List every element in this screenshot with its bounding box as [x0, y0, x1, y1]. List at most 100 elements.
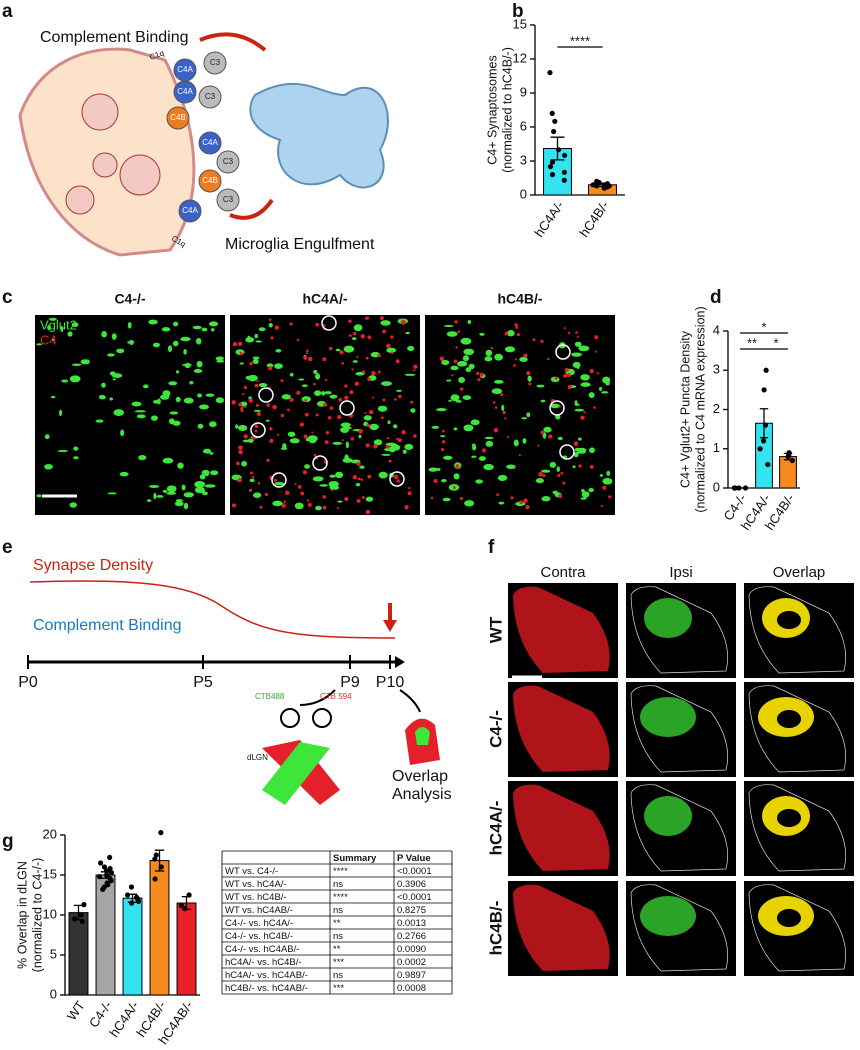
- table-cell: 0.9897: [397, 970, 426, 981]
- puncta: [356, 461, 361, 466]
- puncta: [243, 434, 248, 439]
- signal: [644, 796, 692, 836]
- table-cell: ****: [333, 892, 348, 903]
- puncta: [269, 318, 272, 322]
- protein-label: C4A: [202, 138, 218, 147]
- puncta: [380, 416, 384, 420]
- puncta: [148, 484, 160, 488]
- puncta: [404, 373, 416, 376]
- puncta: [537, 444, 540, 447]
- puncta: [365, 356, 369, 360]
- puncta: [306, 349, 309, 353]
- puncta: [440, 435, 446, 438]
- puncta: [608, 495, 612, 499]
- puncta: [289, 372, 294, 377]
- outline: [630, 784, 729, 872]
- puncta: [304, 399, 307, 402]
- bar: [149, 860, 170, 996]
- puncta: [602, 376, 611, 384]
- puncta: [266, 403, 270, 407]
- outline: [630, 685, 729, 773]
- puncta: [272, 500, 283, 507]
- puncta: [153, 492, 157, 500]
- puncta: [313, 369, 318, 374]
- analysis-label: Analysis: [392, 786, 452, 803]
- highlight: [312, 455, 328, 471]
- puncta: [494, 406, 498, 409]
- puncta: [61, 379, 69, 383]
- puncta: [460, 387, 464, 391]
- puncta: [475, 479, 484, 484]
- puncta: [557, 436, 563, 441]
- puncta: [456, 360, 468, 367]
- data-point: [555, 147, 562, 153]
- puncta: [109, 397, 113, 401]
- y-tick-label: 6: [520, 118, 527, 133]
- protein-label: C4A: [182, 206, 198, 215]
- puncta: [353, 331, 357, 336]
- puncta: [305, 437, 310, 442]
- puncta: [352, 475, 358, 480]
- data-point: [549, 172, 556, 178]
- data-point: [763, 367, 769, 373]
- puncta: [120, 429, 125, 437]
- puncta: [302, 470, 307, 475]
- puncta: [562, 481, 566, 485]
- puncta: [323, 402, 328, 407]
- outline: [630, 586, 729, 674]
- puncta: [194, 486, 206, 494]
- puncta: [490, 346, 494, 350]
- puncta: [540, 339, 544, 343]
- puncta: [329, 394, 338, 399]
- protein: [198, 169, 222, 193]
- puncta: [116, 348, 125, 354]
- puncta: [339, 350, 344, 355]
- puncta: [599, 474, 604, 477]
- data-point: [152, 856, 158, 862]
- arrow: [399, 689, 421, 713]
- puncta: [268, 322, 273, 328]
- puncta: [197, 423, 204, 429]
- puncta: [315, 373, 321, 380]
- puncta: [382, 329, 387, 334]
- data-point: [757, 446, 763, 452]
- puncta: [497, 474, 508, 481]
- puncta: [204, 484, 216, 488]
- panel-label: c: [2, 287, 13, 308]
- puncta: [328, 346, 333, 351]
- table-header: P Value: [397, 853, 431, 864]
- puncta: [364, 316, 368, 320]
- puncta: [380, 320, 391, 326]
- puncta: [69, 502, 78, 508]
- puncta: [576, 364, 580, 370]
- puncta: [504, 417, 507, 420]
- puncta: [484, 436, 494, 440]
- data-point: [731, 485, 737, 491]
- table-cell: WT vs. hC4AB/-: [225, 905, 293, 916]
- puncta: [542, 474, 546, 478]
- puncta: [152, 342, 160, 348]
- eye: [280, 708, 300, 728]
- puncta: [574, 341, 582, 347]
- puncta: [251, 436, 256, 440]
- puncta: [572, 465, 576, 468]
- puncta: [365, 443, 370, 448]
- protein: [216, 188, 240, 212]
- data-point: [153, 852, 159, 858]
- puncta: [358, 434, 362, 439]
- puncta: [575, 331, 578, 334]
- puncta: [453, 473, 460, 480]
- protein: [173, 80, 197, 104]
- y-tick-label: 3: [520, 152, 527, 167]
- puncta: [453, 427, 458, 431]
- puncta: [601, 391, 609, 394]
- puncta: [101, 331, 107, 338]
- puncta: [111, 333, 117, 340]
- table-cell: ns: [333, 931, 343, 942]
- puncta: [496, 493, 499, 497]
- y-tick-label: 15: [513, 16, 527, 31]
- puncta: [175, 396, 181, 403]
- data-point: [765, 461, 771, 468]
- micrograph: [35, 315, 225, 515]
- table-cell: C4-/- vs. hC4B/-: [225, 931, 293, 942]
